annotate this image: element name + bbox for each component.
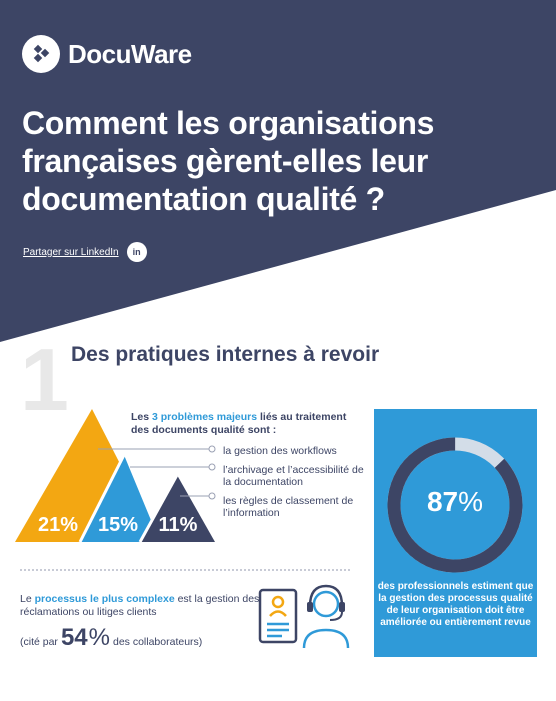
section-title: Des pratiques internes à revoir [71,343,380,366]
legend-dot-2 [208,463,216,471]
citation-line: (cité par 54% des collaborateurs) [20,624,202,652]
triangle-2 [80,455,160,542]
triangle-label-2: 15% [98,514,138,536]
section-number: 1 [20,330,69,429]
share-linkedin-link[interactable]: Partager sur LinkedIn [23,246,119,258]
problems-intro: Les 3 problèmes majeurs liés au traiteme… [131,411,361,437]
share-bar: Partager sur LinkedIn in [23,242,147,262]
legend-item-archiving: l’archivage et l’accessibilité de la doc… [223,464,364,488]
triangle-3 [140,475,215,542]
page-title: Comment les organisations françaises gèr… [22,105,435,217]
legend-dot-1 [208,445,216,453]
triangle-label-3: 11% [159,514,198,536]
brand-name: DocuWare [68,38,192,69]
cite-number: 54 [60,624,88,651]
cite-prefix: (cité par [20,636,58,648]
cite-suffix: des collaborateurs) [112,636,203,648]
triangle-separator-2 [138,474,179,543]
donut-number: 87 [426,486,459,517]
donut-value: 87% [381,486,529,518]
linkedin-icon[interactable]: in [126,242,147,262]
legend-item-workflows: la gestion des workflows [223,445,337,457]
intro-text: Les [131,411,153,423]
docuware-logo-icon [22,35,60,73]
triangle-separator-1 [78,454,126,543]
problems-triangle-chart: 21% 15% 11% [15,409,216,543]
triangle-label-1: 21% [38,514,78,536]
dotted-divider [20,569,350,571]
intro-accent: 3 problèmes majeurs [152,411,258,423]
donut-percent: % [458,486,484,517]
cite-percent: % [88,624,110,651]
complex-accent: processus le plus complexe [34,593,175,605]
support-agent-icon [258,584,350,649]
legend-item-classification: les règles de classement de l’informatio… [223,495,354,519]
complex-text-end: est la gestion des réclamations ou litig… [20,593,260,618]
legend-dot-3 [208,492,216,500]
docuware-logo[interactable]: DocuWare [22,35,192,73]
complex-process-text: Le processus le plus complexe est la ges… [20,593,265,619]
stat-donut-chart [387,437,523,573]
complex-text: Le [20,593,35,605]
stat-description: des professionnels estiment que la gesti… [377,581,534,628]
intro-text-end: liés au traitement des documents qualité… [131,411,347,436]
